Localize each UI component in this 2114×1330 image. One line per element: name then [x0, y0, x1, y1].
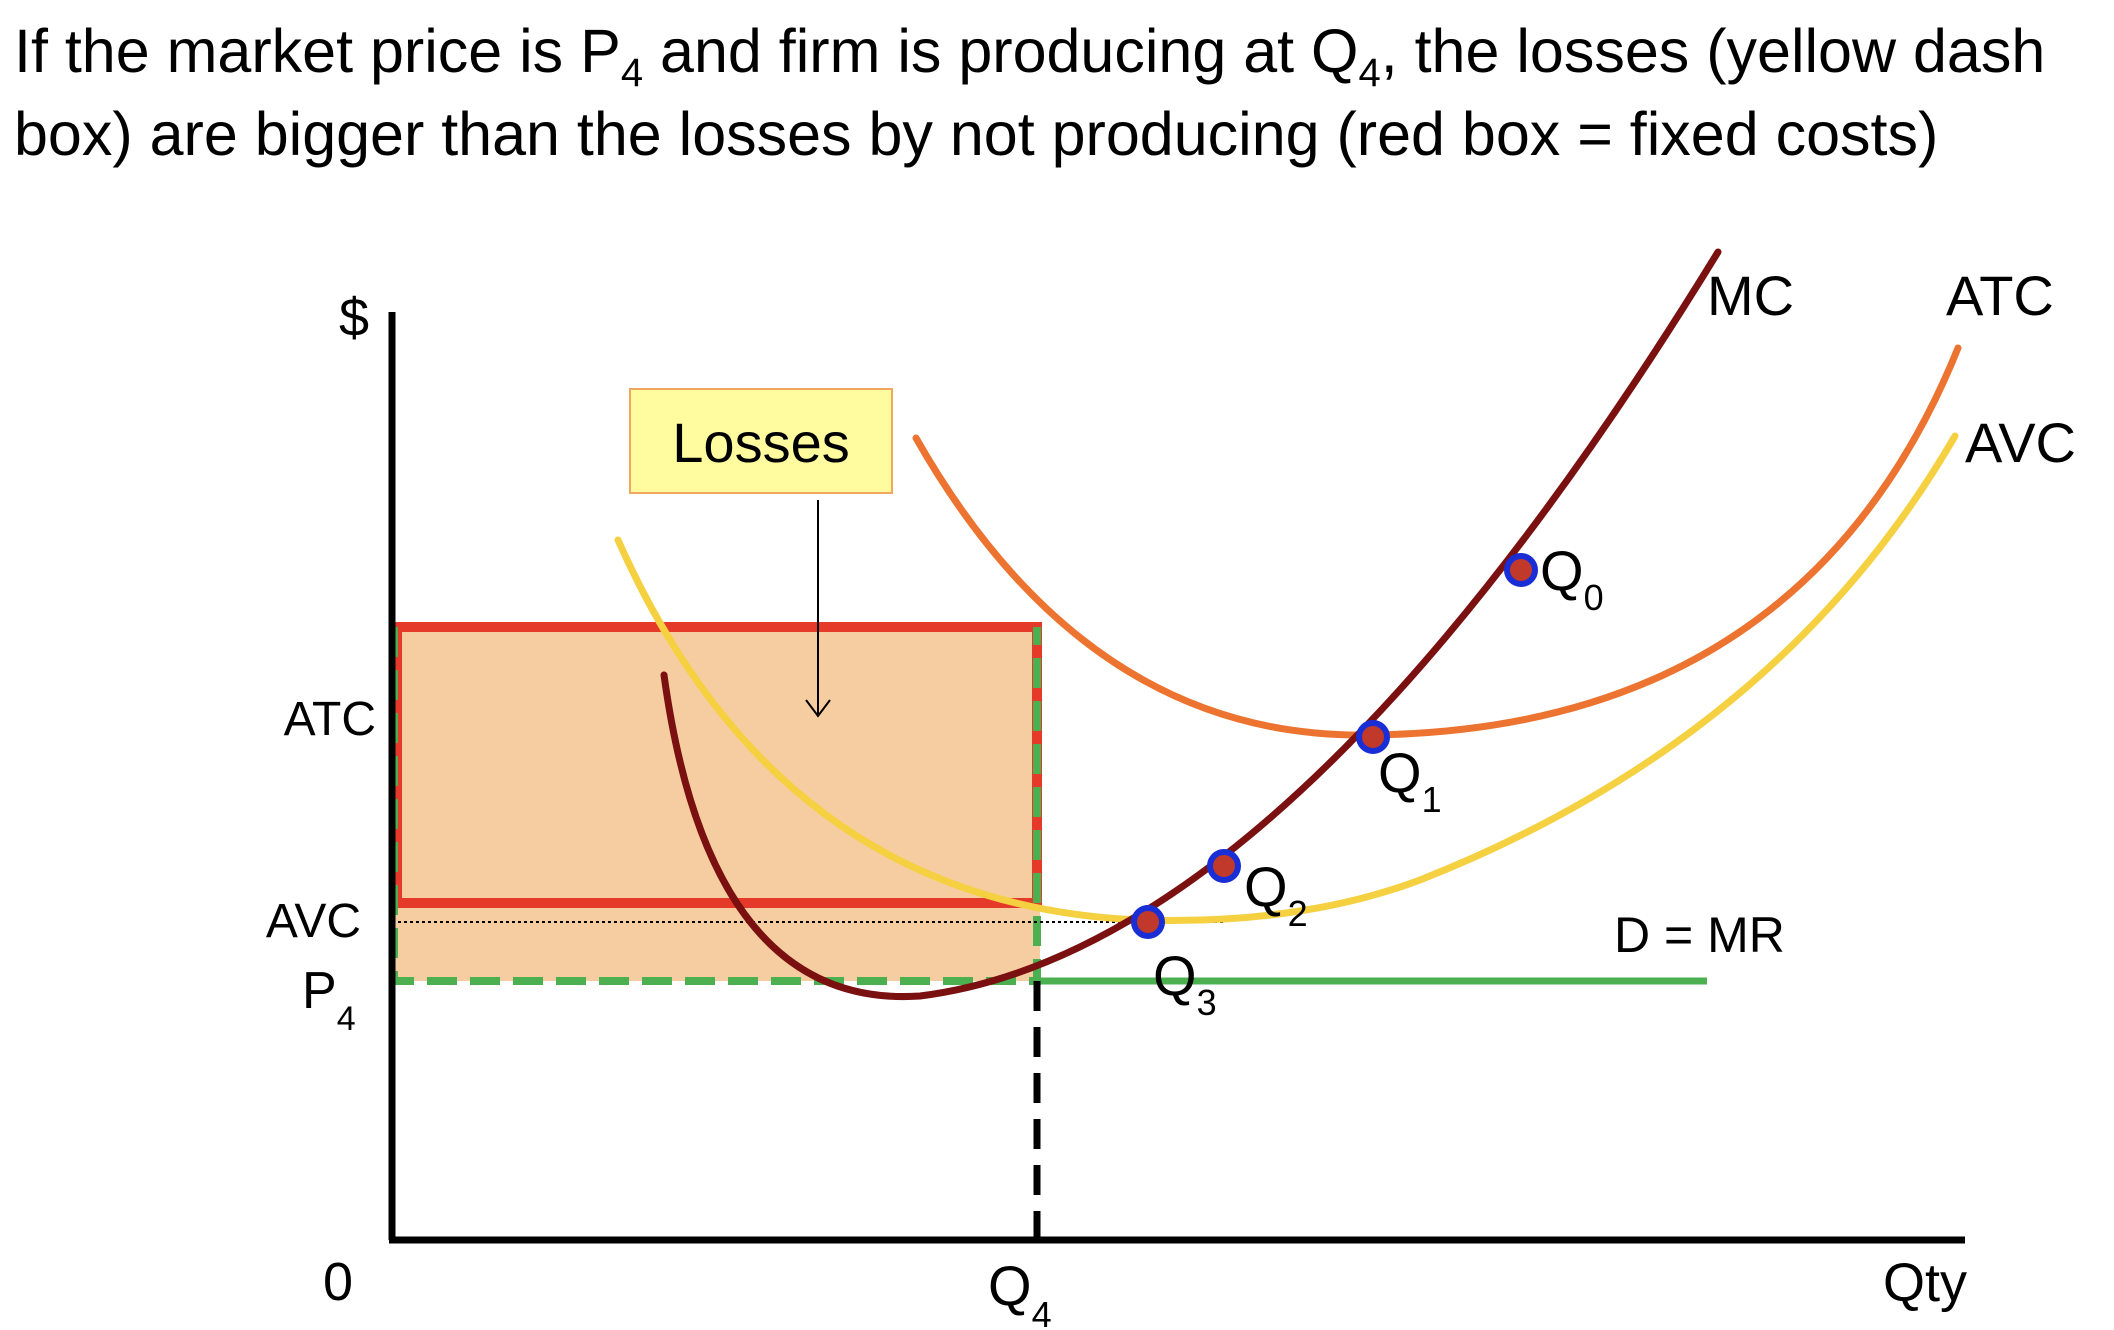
point-q3: [1131, 905, 1165, 939]
x-tick-q4-main: Q: [988, 1254, 1032, 1317]
q3-label: Q3: [1153, 944, 1217, 1023]
title-part-2: and firm is producing at Q: [643, 17, 1359, 85]
q0-label: Q0: [1540, 539, 1604, 618]
losses-callout-box: [629, 388, 893, 494]
q2-label-sub: 2: [1288, 893, 1308, 934]
losses-callout-label: Losses: [672, 411, 849, 474]
avc-label: AVC: [1965, 411, 2076, 474]
point-q0: [1504, 553, 1538, 587]
title-part-3: , the losses (yellow dash box) are bigge…: [14, 17, 2046, 168]
q1-label-sub: 1: [1422, 779, 1442, 820]
y-tick-p4-sub: 4: [337, 1000, 356, 1038]
atc-label: ATC: [1946, 264, 2054, 327]
q1-label: Q1: [1378, 741, 1442, 820]
mc-label: MC: [1707, 264, 1794, 327]
losses-arrow-head: [805, 699, 831, 718]
q3-label-main: Q: [1153, 944, 1197, 1007]
point-q2: [1207, 849, 1241, 883]
demand-label: D = MR: [1614, 907, 1785, 963]
q0-label-sub: 0: [1584, 577, 1604, 618]
point-q1: [1356, 720, 1390, 754]
x-axis-label: Qty: [1883, 1253, 1967, 1313]
title-part-1: If the market price is P: [14, 17, 621, 85]
origin-label: 0: [323, 1252, 353, 1312]
y-tick-p4: P4: [302, 962, 356, 1038]
y-tick-atc: ATC: [284, 693, 376, 746]
mc-curve: [660, 248, 1722, 1001]
x-tick-q4-sub: 4: [1032, 1294, 1052, 1330]
title-q-subscript: 4: [1358, 51, 1381, 95]
avc-curve: [614, 432, 1959, 924]
y-tick-p4-main: P: [302, 962, 337, 1020]
losses-shaded-area: [392, 627, 1040, 981]
q3-label-sub: 3: [1197, 982, 1217, 1023]
atc-curve: [912, 344, 1962, 739]
q2-label: Q2: [1244, 855, 1308, 934]
y-axis-label: $: [339, 288, 369, 348]
x-tick-q4: Q4: [988, 1254, 1052, 1330]
slide-title: If the market price is P4 and firm is pr…: [14, 14, 2074, 172]
y-tick-avc: AVC: [266, 895, 361, 948]
q2-label-main: Q: [1244, 855, 1288, 918]
q0-label-main: Q: [1540, 539, 1584, 602]
title-p-subscript: 4: [620, 51, 644, 95]
q1-label-main: Q: [1378, 741, 1422, 804]
